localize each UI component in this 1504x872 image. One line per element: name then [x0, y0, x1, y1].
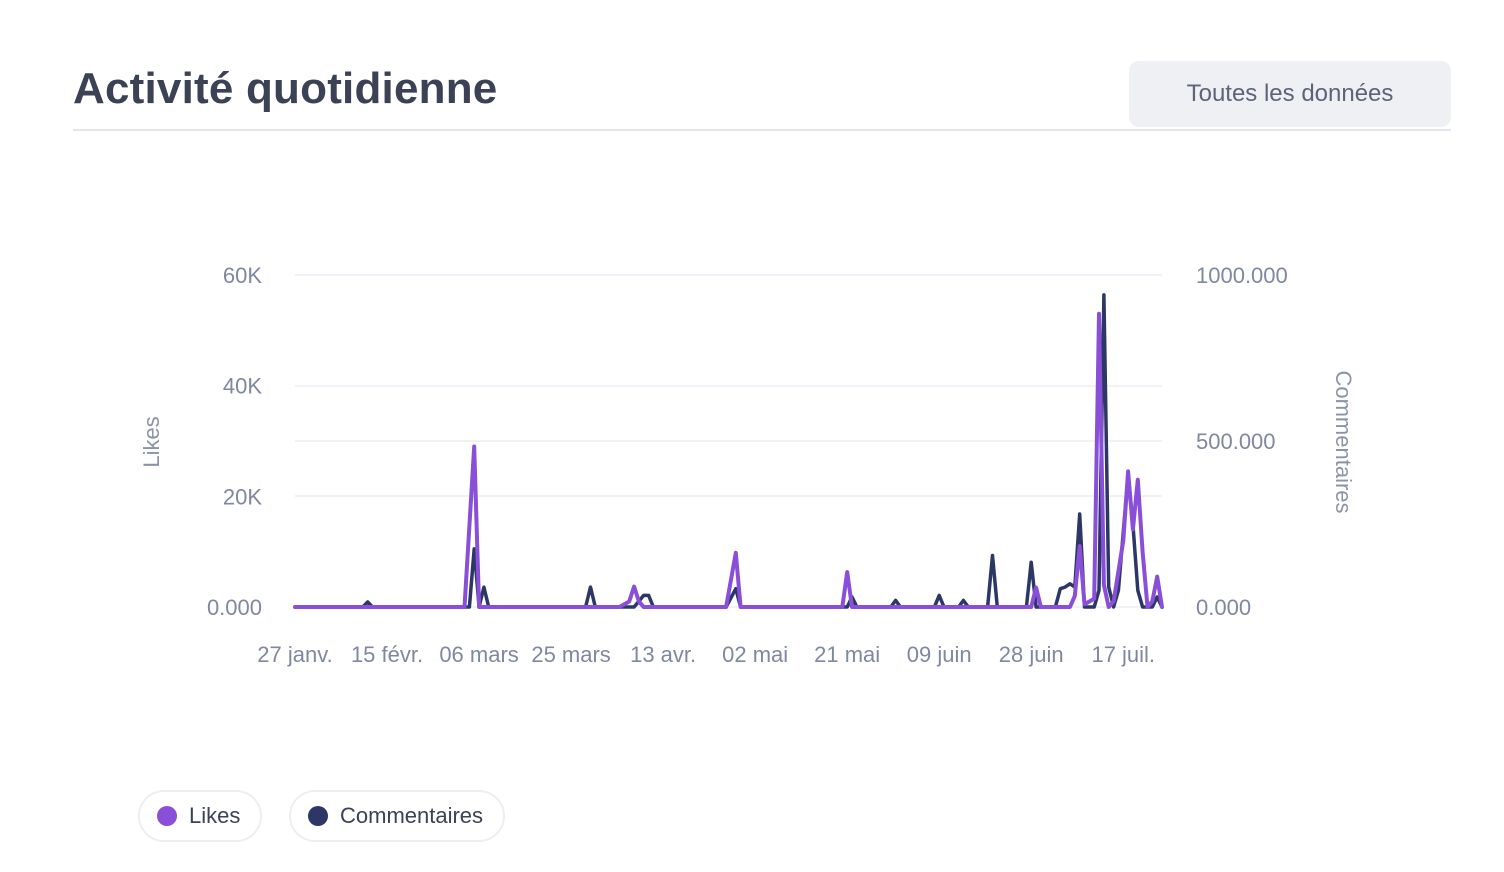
- legend-label-likes: Likes: [189, 803, 241, 828]
- right-tick-label: 1000.000: [1196, 263, 1288, 288]
- legend-label-commentaires: Commentaires: [340, 803, 484, 828]
- page-title: Activité quotidienne: [73, 64, 498, 113]
- left-tick-label: 40K: [223, 374, 262, 399]
- right-tick-label: 500.000: [1196, 429, 1276, 454]
- daily-activity-chart: 0.000 20K 40K 60K 0.000 500.000 1000.000 27 j…: [139, 263, 1356, 667]
- commentaires-series-line: [293, 293, 1164, 609]
- x-tick-label: 09 juin: [907, 642, 972, 667]
- all-data-button[interactable]: Toutes les données: [1129, 61, 1451, 127]
- chart-grid: [295, 274, 1162, 608]
- left-tick-label: 0.000: [207, 595, 262, 620]
- legend-item-commentaires[interactable]: Commentaires: [289, 790, 506, 842]
- right-tick-label: 0.000: [1196, 595, 1251, 620]
- legend-item-likes[interactable]: Likes: [138, 790, 263, 842]
- left-axis-ticks: 0.000 20K 40K 60K: [207, 263, 262, 620]
- x-tick-label: 02 mai: [722, 642, 788, 667]
- x-tick-label: 15 févr.: [351, 642, 423, 667]
- likes-series-line: [293, 311, 1164, 609]
- x-tick-label: 06 mars: [439, 642, 518, 667]
- left-tick-label: 20K: [223, 484, 262, 509]
- right-axis-ticks: 0.000 500.000 1000.000: [1196, 263, 1288, 620]
- x-tick-label: 17 juil.: [1091, 642, 1155, 667]
- x-axis-ticks: 27 janv. 15 févr. 06 mars 25 mars 13 avr. 02 …: [257, 642, 1155, 667]
- y-axis-title-commentaires: Commentaires: [1331, 370, 1356, 513]
- x-tick-label: 27 janv.: [257, 642, 332, 667]
- likes-dot-icon: [157, 806, 177, 826]
- left-tick-label: 60K: [223, 263, 262, 288]
- header-divider: [73, 129, 1451, 131]
- x-tick-label: 25 mars: [531, 642, 610, 667]
- commentaires-dot-icon: [308, 806, 328, 826]
- chart-series: [293, 293, 1164, 609]
- y-axis-title-likes: Likes: [139, 416, 164, 467]
- x-tick-label: 13 avr.: [630, 642, 696, 667]
- x-tick-label: 28 juin: [999, 642, 1064, 667]
- x-tick-label: 21 mai: [814, 642, 880, 667]
